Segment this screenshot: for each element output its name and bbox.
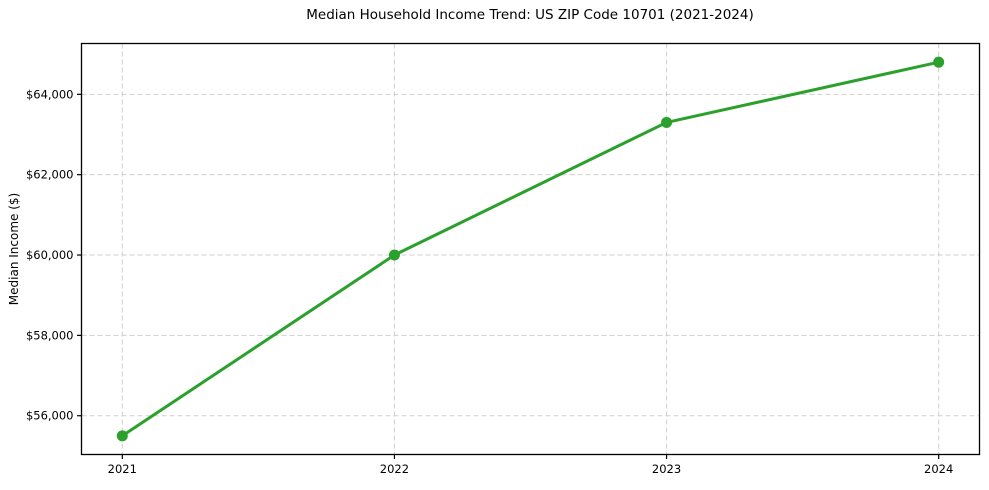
y-tick-label: $58,000 xyxy=(26,328,74,342)
data-point-2023 xyxy=(661,116,673,128)
x-tick-label: 2021 xyxy=(108,462,137,476)
y-tick-label: $64,000 xyxy=(26,87,74,101)
y-tick-label: $60,000 xyxy=(26,248,74,262)
data-point-2024 xyxy=(933,56,945,68)
trend-line xyxy=(120,60,941,438)
y-tick-label: $62,000 xyxy=(26,168,74,182)
data-point-2021 xyxy=(116,430,128,442)
x-tick-label: 2022 xyxy=(380,462,409,476)
chart-title: Median Household Income Trend: US ZIP Co… xyxy=(306,7,754,23)
axis-frame xyxy=(80,42,981,456)
y-tick-label: $56,000 xyxy=(26,409,74,423)
data-point-2022 xyxy=(388,249,400,261)
x-tick-label: 2024 xyxy=(924,462,953,476)
x-tick-label: 2023 xyxy=(652,462,681,476)
